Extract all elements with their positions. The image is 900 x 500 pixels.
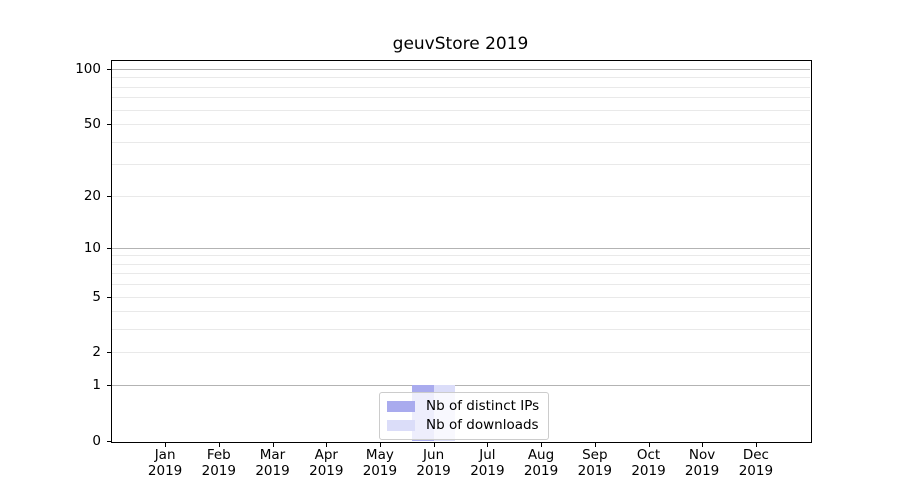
x-tick-label: Nov 2019: [684, 447, 720, 479]
y-tick-label: 1: [92, 377, 101, 394]
y-gridline-minor: [112, 97, 810, 99]
y-tick: [106, 385, 111, 387]
y-gridline-minor: [112, 141, 810, 143]
x-tick: [648, 442, 650, 447]
y-gridline-major: [112, 247, 810, 249]
y-gridline-minor: [112, 195, 810, 197]
y-gridline-minor: [112, 329, 810, 331]
y-tick-label: 5: [92, 288, 101, 305]
x-tick: [379, 442, 381, 447]
y-gridline-minor: [112, 124, 810, 126]
x-tick: [487, 442, 489, 447]
x-tick: [165, 442, 167, 447]
y-gridline-minor: [112, 352, 810, 354]
x-tick-label: Sep 2019: [577, 447, 612, 479]
y-gridline-minor: [112, 86, 810, 88]
legend-swatch-distinct-ips-icon: [387, 400, 415, 412]
x-tick-label: Jan 2019: [147, 447, 183, 479]
y-tick: [106, 195, 111, 197]
x-tick: [218, 442, 220, 447]
x-tick-label: Aug 2019: [523, 447, 559, 479]
x-tick: [541, 442, 542, 447]
x-tick: [755, 442, 757, 447]
x-tick-label: May 2019: [362, 447, 398, 479]
y-gridline-minor: [112, 311, 810, 313]
legend-entry-downloads: Nb of downloads: [387, 417, 539, 433]
y-tick: [106, 296, 111, 298]
legend: Nb of distinct IPs Nb of downloads: [379, 392, 550, 440]
x-tick-label: Feb 2019: [201, 447, 236, 479]
y-tick: [106, 124, 111, 126]
x-tick-label: Dec 2019: [738, 447, 774, 479]
plot-area: [111, 60, 812, 443]
y-gridline-minor: [112, 255, 810, 257]
x-tick: [272, 442, 274, 447]
legend-label-downloads: Nb of downloads: [426, 417, 539, 433]
y-gridline-minor: [112, 164, 810, 166]
y-gridline-minor: [112, 77, 810, 79]
y-gridline-minor: [112, 263, 810, 265]
y-tick-label: 20: [83, 187, 101, 204]
y-tick: [106, 69, 111, 70]
x-tick-label: Mar 2019: [255, 447, 290, 479]
y-gridline-minor: [112, 284, 810, 286]
y-tick: [106, 441, 111, 442]
x-tick-label: Jul 2019: [470, 447, 505, 479]
y-tick-label: 2: [92, 344, 101, 361]
legend-entry-distinct-ips: Nb of distinct IPs: [387, 398, 539, 414]
x-tick: [326, 442, 328, 447]
y-gridline-major: [112, 385, 810, 387]
x-tick: [433, 442, 435, 447]
y-tick-label: 0: [92, 433, 101, 449]
y-gridline-minor: [112, 296, 810, 298]
y-gridline-minor: [112, 273, 810, 275]
legend-swatch-downloads-icon: [387, 419, 415, 431]
x-tick: [594, 442, 596, 447]
y-gridline-major: [112, 69, 810, 70]
y-tick: [106, 352, 111, 354]
x-tick-label: Apr 2019: [309, 447, 344, 479]
chart-title: geuvStore 2019: [392, 34, 529, 54]
x-tick-label: Jun 2019: [416, 447, 451, 479]
x-tick: [702, 442, 704, 447]
x-tick-label: Oct 2019: [631, 447, 666, 479]
legend-label-distinct-ips: Nb of distinct IPs: [426, 398, 540, 414]
y-tick-label: 10: [83, 239, 101, 256]
y-tick-label: 100: [75, 61, 101, 77]
y-tick-label: 50: [83, 116, 101, 133]
y-tick: [106, 247, 111, 249]
y-gridline-minor: [112, 109, 810, 111]
